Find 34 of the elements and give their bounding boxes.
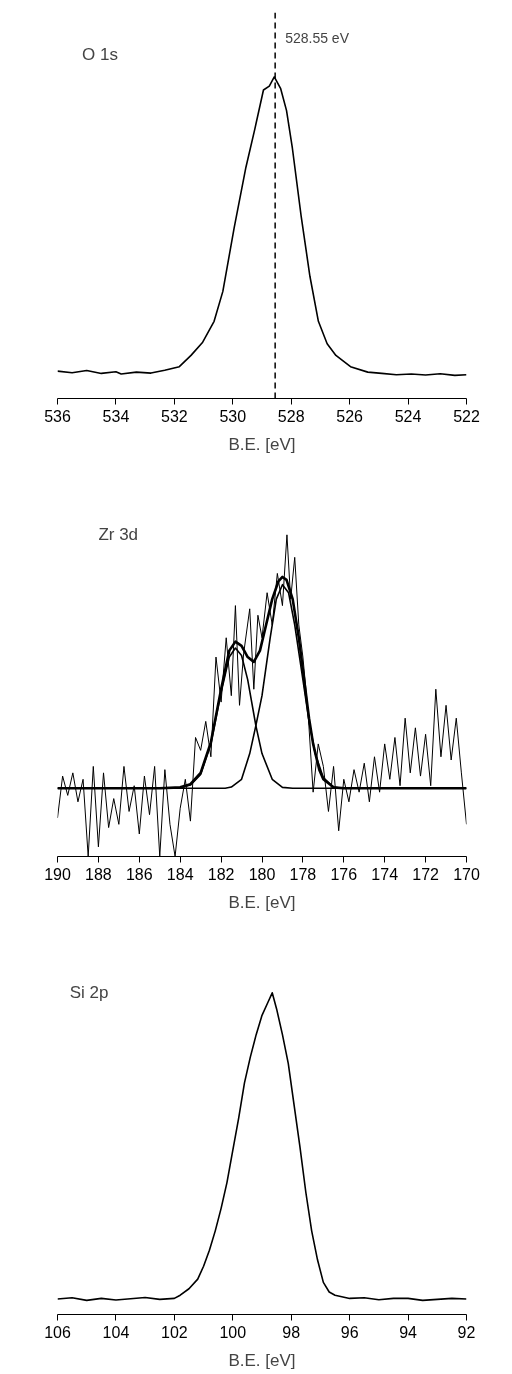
chart-title: Zr 3d <box>98 525 139 545</box>
x-tick-label: 534 <box>102 407 130 425</box>
x-tick-label: 536 <box>44 407 71 425</box>
x-tick-label: 532 <box>161 407 188 425</box>
x-tick-label: 182 <box>207 865 235 883</box>
x-tick-label: 526 <box>336 407 364 425</box>
x-tick-label: 102 <box>161 1323 188 1341</box>
x-tick-label: 522 <box>453 407 480 425</box>
x-tick-label: 92 <box>457 1323 476 1341</box>
x-tick-label: 190 <box>44 865 71 883</box>
x-tick-label: 178 <box>289 865 317 883</box>
x-tick-label: 100 <box>219 1323 247 1341</box>
x-tick-label: 530 <box>219 407 247 425</box>
x-tick-label: 174 <box>371 865 399 883</box>
x-axis-title: B.E. [eV] <box>228 434 296 454</box>
x-tick-label: 96 <box>340 1323 359 1341</box>
x-axis-title: B.E. [eV] <box>228 1350 296 1370</box>
x-tick-label: 104 <box>102 1323 130 1341</box>
x-tick-label: 184 <box>166 865 194 883</box>
ref-line-label: 528.55 eV <box>285 30 350 47</box>
x-tick-label: 172 <box>412 865 440 883</box>
x-tick-label: 94 <box>399 1323 418 1341</box>
chart-title: O 1s <box>82 44 118 64</box>
x-axis-title: B.E. [eV] <box>228 892 296 912</box>
x-tick-label: 188 <box>85 865 112 883</box>
x-tick-label: 186 <box>125 865 153 883</box>
chart-title: Si 2p <box>69 983 109 1003</box>
x-tick-label: 176 <box>330 865 358 883</box>
x-tick-label: 170 <box>453 865 480 883</box>
x-tick-label: 106 <box>44 1323 71 1341</box>
x-tick-label: 528 <box>277 407 305 425</box>
x-tick-label: 180 <box>248 865 276 883</box>
x-tick-label: 524 <box>394 407 422 425</box>
x-tick-label: 98 <box>282 1323 301 1341</box>
